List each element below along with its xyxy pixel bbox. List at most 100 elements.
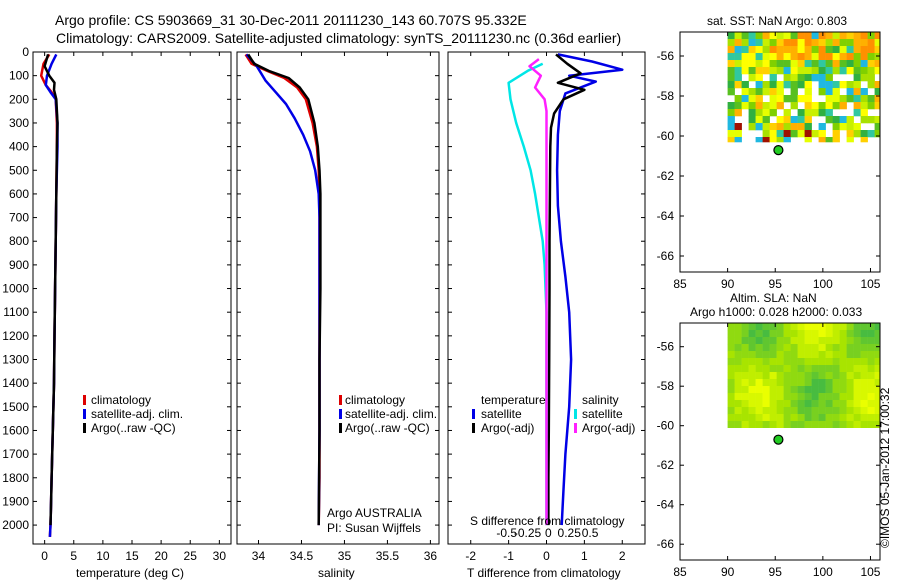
sla_map-cell [853,372,861,380]
sst_map-cell [790,102,798,110]
legend-swatch-s-satellite [574,409,577,419]
sst_map-cell [776,53,784,61]
sst_map-cell [762,109,770,117]
sla_map-cell [846,386,854,394]
sst_map-xtick-label: 95 [769,277,783,291]
sst_map-cell [776,123,784,131]
sst_map-cell [818,81,826,89]
sla_map-cell [860,414,868,422]
sst_map-cell [839,60,847,68]
sst_map-cell [755,32,763,40]
sst_map-cell [790,39,798,47]
sst_map-cell [853,60,861,68]
sla_map-cell [818,330,826,338]
sla_map-ytick-label: -58 [657,379,675,393]
sst_map-cell [776,60,784,68]
sla_map-cell [741,358,749,366]
sst_map-cell [727,32,735,40]
sla_map-cell [783,393,791,401]
sla_map-cell [804,365,812,373]
sst_map-cell [797,123,805,131]
sst_map-cell [867,102,875,110]
sst_map-cell [790,81,798,89]
sst_map-cell [734,67,742,75]
sla_map-cell [874,379,881,387]
sla_map-cell [832,400,840,408]
sla_map-cell [874,421,881,428]
sst_map-cell [741,46,749,54]
salinity-series-climatology [244,53,321,526]
sla_map-ytick-label: -56 [657,340,675,354]
sst_map-cell [734,123,742,131]
sla_map-cell [727,344,735,352]
sla_map-cell [860,323,868,331]
sla_map-cell [741,421,749,428]
sst_map-cell [860,137,868,143]
sla_map-cell [804,379,812,387]
sla-map-title-1: Altim. SLA: NaN [730,291,817,305]
sst_map-cell [818,102,826,110]
sla_map-cell [741,323,749,331]
sst_map-cell [748,74,756,82]
sla_map-cell [804,393,812,401]
difference-xtick-label: -2 [465,549,476,563]
sst_map-cell [811,60,819,68]
sla_map-cell [776,400,784,408]
sla_map-cell [818,393,826,401]
sla_map-cell [874,386,881,394]
legend-label-s-argo: Argo(-adj) [582,421,635,435]
sla_map-cell [741,414,749,422]
imos-credit: ©IMOS 05-Jan-2012 17:00:32 [878,387,892,548]
sst_map-cell [790,130,798,138]
sst_map-cell [818,88,826,96]
sla_map-cell [804,407,812,415]
sla_map-cell [727,379,735,387]
sla_map-cell [846,351,854,359]
sst_map-cell [776,88,784,96]
sla_map-cell [860,337,868,345]
sst_map-cell [839,32,847,40]
sst_map-cell [762,88,770,96]
sst_map-cell [839,116,847,124]
sst_map-cell [755,116,763,124]
sst_map-cell [797,95,805,103]
depth-tick-label: 300 [9,116,29,130]
sst_map-cell [790,53,798,61]
sla_map-cell [846,344,854,352]
sst_map-cell [874,102,881,110]
difference-xtick-label: 0 [543,549,550,563]
sla_map-cell [860,372,868,380]
sst_map-cell [741,67,749,75]
sla_map-cell [727,400,735,408]
sst_map-cell [825,88,833,96]
sst_map-cell [727,137,735,143]
sst_map-cell [860,130,868,138]
sst_map-cell [783,81,791,89]
sst_map-cell [832,123,840,131]
sla_map-cell [755,358,763,366]
legend-swatch-climatology [83,395,86,405]
sla_map-cell [748,323,756,331]
sst-map-panel: -56 -58 -60 -62 -64 -66 85 90 95 100 105 [657,31,881,291]
depth-tick-label: 1400 [2,376,29,390]
sla_map-cell [769,407,777,415]
sla_map-cell [776,421,784,428]
sla_map-cell [804,358,812,366]
sst_map-cell [783,95,791,103]
sla_map-cell [853,393,861,401]
sst_map-cell [832,130,840,138]
sla_map-cell [797,365,805,373]
difference-xtick-label: 1 [581,549,588,563]
sla_map-cell [846,358,854,366]
depth-tick-label: 1900 [2,494,29,508]
sla_map-cell [741,365,749,373]
sla_map-cell [825,421,833,428]
sla_map-cell [818,414,826,422]
sst_map-cell [874,32,881,40]
sst_map-cell [867,32,875,40]
sst_map-cell [853,81,861,89]
sla_map-cell [727,393,735,401]
sla_map-cell [839,414,847,422]
sst_map-cell [755,102,763,110]
sla_map-cell [783,400,791,408]
